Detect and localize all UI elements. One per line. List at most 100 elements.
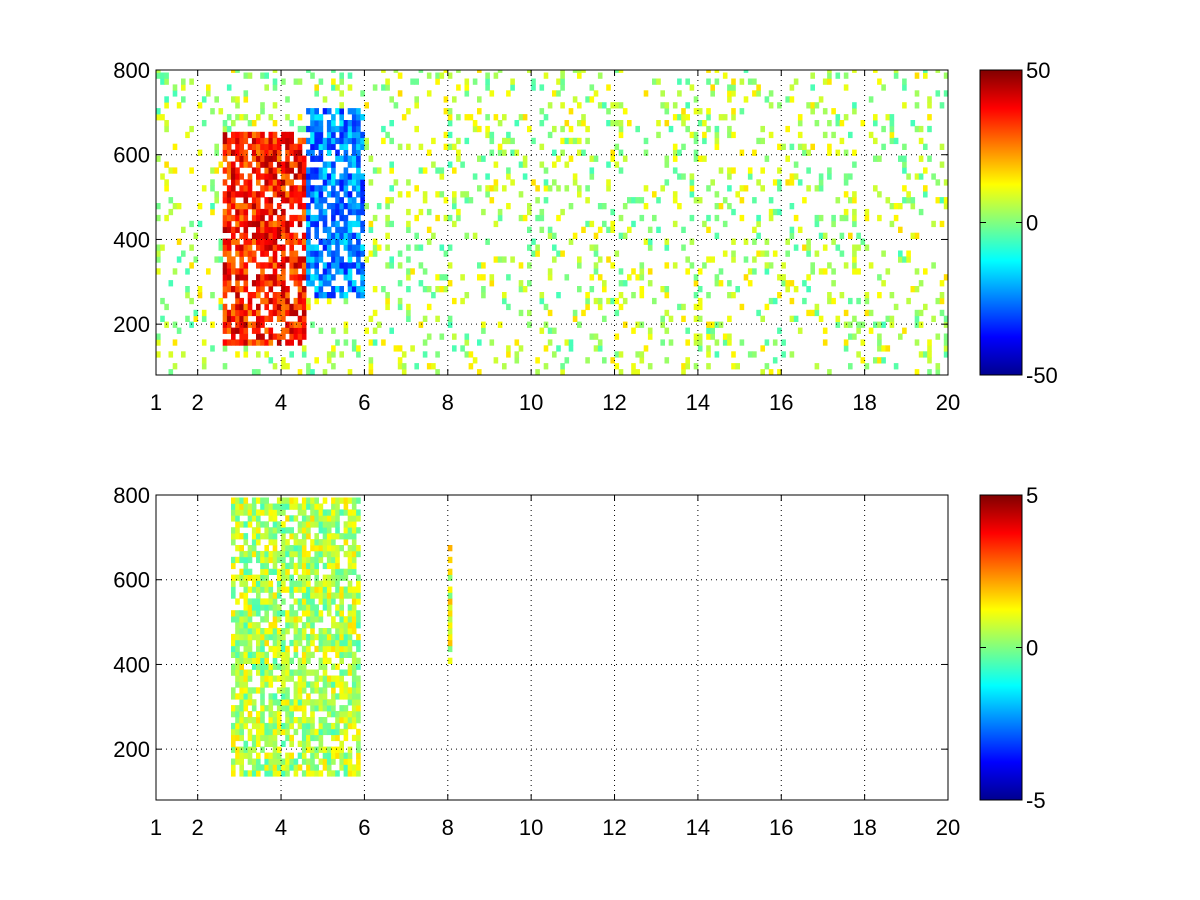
heatmap-cell bbox=[456, 155, 461, 162]
heatmap-cell bbox=[272, 226, 278, 233]
heatmap-cell bbox=[314, 645, 319, 653]
heatmap-cell bbox=[310, 108, 315, 115]
heatmap-cell bbox=[589, 173, 595, 180]
heatmap-cell bbox=[535, 357, 540, 364]
heatmap-cell bbox=[239, 303, 244, 311]
heatmap-cell bbox=[772, 179, 778, 186]
heatmap-cell bbox=[656, 226, 661, 233]
heatmap-cell bbox=[647, 268, 653, 275]
heatmap-cell bbox=[351, 639, 357, 647]
heatmap-cell bbox=[923, 191, 928, 198]
heatmap-cell bbox=[439, 191, 445, 198]
heatmap-cell bbox=[602, 220, 607, 228]
heatmap-cell bbox=[518, 114, 524, 121]
heatmap-cell bbox=[856, 232, 861, 239]
heatmap-cell bbox=[568, 108, 574, 115]
heatmap-cell bbox=[293, 598, 299, 605]
heatmap-cell bbox=[881, 84, 886, 91]
heatmap-cell bbox=[351, 120, 357, 127]
heatmap-cell bbox=[264, 616, 269, 623]
heatmap-cell bbox=[293, 333, 299, 340]
heatmap-cell bbox=[789, 203, 795, 210]
heatmap-cell bbox=[247, 131, 253, 139]
heatmap-cell bbox=[264, 562, 269, 570]
heatmap-cell bbox=[239, 161, 244, 168]
heatmap-cell bbox=[239, 256, 244, 263]
heatmap-cell bbox=[543, 303, 549, 311]
heatmap-cell bbox=[264, 722, 269, 730]
heatmap-cell bbox=[239, 533, 244, 540]
heatmap-cell bbox=[351, 149, 357, 156]
heatmap-cell bbox=[243, 681, 249, 688]
heatmap-cell bbox=[902, 185, 907, 192]
heatmap-cell bbox=[681, 173, 686, 180]
heatmap-cell bbox=[581, 149, 586, 156]
heatmap-cell bbox=[856, 327, 861, 334]
heatmap-cell bbox=[685, 268, 690, 275]
heatmap-cell bbox=[335, 580, 340, 587]
heatmap-cell bbox=[281, 244, 286, 251]
heatmap-cell bbox=[752, 78, 757, 85]
heatmap-cell bbox=[710, 84, 715, 91]
heatmap-cell bbox=[881, 357, 886, 364]
heatmap-cell bbox=[247, 657, 253, 664]
heatmap-cell bbox=[727, 333, 732, 340]
heatmap-cell bbox=[285, 497, 290, 504]
heatmap-cell bbox=[331, 203, 336, 210]
heatmap-cell bbox=[256, 669, 261, 676]
heatmap-cell bbox=[351, 628, 357, 635]
heatmap-cell bbox=[918, 125, 924, 133]
heatmap-cell bbox=[318, 616, 324, 623]
heatmap-cell bbox=[243, 509, 249, 516]
heatmap-cell bbox=[222, 244, 228, 251]
heatmap-cell bbox=[297, 256, 303, 263]
heatmap-cell bbox=[331, 705, 336, 712]
heatmap-cell bbox=[326, 633, 332, 641]
heatmap-cell bbox=[289, 250, 294, 257]
heatmap-cell bbox=[301, 681, 307, 688]
heatmap-cell bbox=[276, 297, 282, 305]
heatmap-cell bbox=[485, 72, 490, 79]
heatmap-cell bbox=[343, 173, 349, 180]
heatmap-cell bbox=[347, 687, 353, 694]
heatmap-cell bbox=[360, 250, 365, 257]
heatmap-cell bbox=[260, 72, 265, 79]
heatmap-cell bbox=[789, 351, 795, 358]
heatmap-cell bbox=[314, 232, 319, 239]
heatmap-cell bbox=[297, 114, 303, 121]
heatmap-cell bbox=[664, 155, 670, 162]
heatmap-cell bbox=[306, 574, 311, 581]
heatmap-cell bbox=[914, 309, 920, 317]
heatmap-cell bbox=[276, 728, 282, 736]
heatmap-cell bbox=[222, 280, 228, 287]
heatmap-cell bbox=[260, 675, 265, 682]
heatmap-cell bbox=[231, 746, 236, 753]
heatmap-cell bbox=[331, 598, 336, 605]
heatmap-cell bbox=[631, 292, 636, 299]
heatmap-cell bbox=[639, 357, 645, 364]
heatmap-cell bbox=[835, 197, 841, 204]
heatmap-cell bbox=[422, 339, 428, 346]
heatmap-cell bbox=[714, 78, 720, 85]
heatmap-cell bbox=[189, 321, 194, 328]
heatmap-cell bbox=[923, 185, 928, 192]
heatmap-cell bbox=[156, 155, 161, 162]
heatmap-cell bbox=[297, 693, 303, 700]
heatmap-cell bbox=[318, 203, 324, 210]
heatmap-cell bbox=[331, 556, 336, 564]
heatmap-cell bbox=[289, 303, 294, 311]
heatmap-cell bbox=[939, 280, 945, 287]
heatmap-cell bbox=[281, 137, 286, 145]
heatmap-cell bbox=[276, 137, 282, 145]
heatmap-cell bbox=[256, 770, 261, 777]
heatmap-cell bbox=[264, 770, 269, 777]
heatmap-cell bbox=[618, 232, 624, 239]
heatmap-cell bbox=[722, 220, 728, 228]
heatmap-cell bbox=[322, 173, 328, 180]
heatmap-cell bbox=[264, 297, 269, 305]
heatmap-cell bbox=[276, 292, 282, 299]
heatmap-cell bbox=[301, 155, 307, 162]
heatmap-cell bbox=[335, 521, 340, 528]
heatmap-cell bbox=[585, 303, 590, 311]
heatmap-cell bbox=[289, 562, 294, 570]
